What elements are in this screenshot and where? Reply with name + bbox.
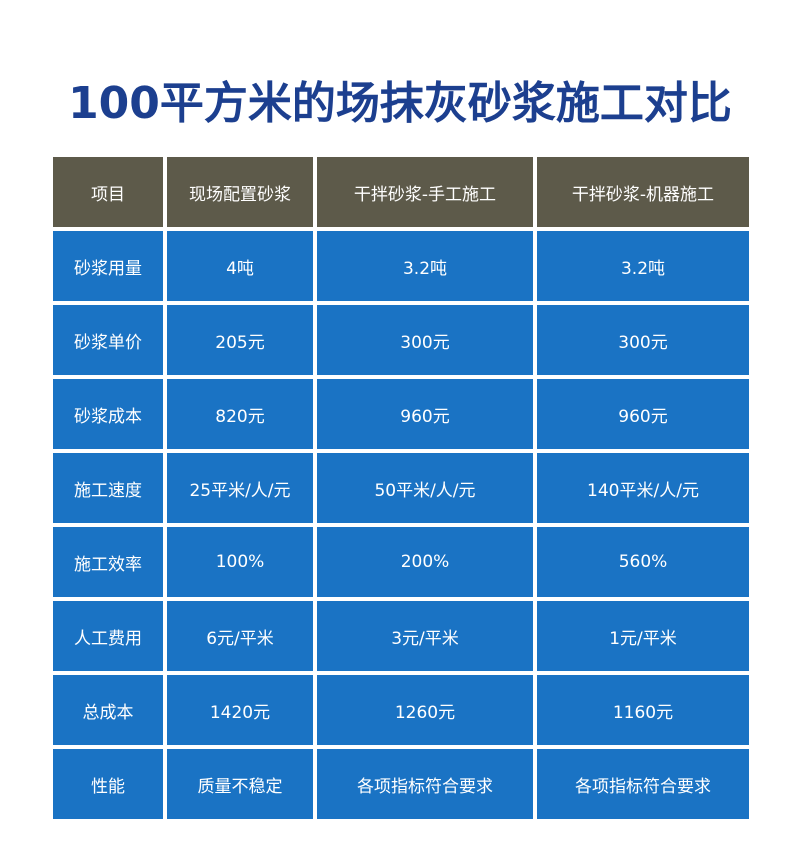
table-header-cell: 现场配置砂浆 xyxy=(167,157,313,227)
row-label-cell: 人工费用 xyxy=(53,601,163,671)
table-cell: 50平米/人/元 xyxy=(317,453,533,523)
table-cell: 1260元 xyxy=(317,675,533,745)
table-cell: 140平米/人/元 xyxy=(537,453,749,523)
table-cell: 820元 xyxy=(167,379,313,449)
table-cell: 100% xyxy=(167,527,313,597)
table-cell: 200% xyxy=(317,527,533,597)
table-cell: 300元 xyxy=(317,305,533,375)
table-cell: 960元 xyxy=(317,379,533,449)
table-cell: 25平米/人/元 xyxy=(167,453,313,523)
table-cell: 3元/平米 xyxy=(317,601,533,671)
table-cell: 560% xyxy=(537,527,749,597)
table-cell: 1160元 xyxy=(537,675,749,745)
row-label-cell: 砂浆成本 xyxy=(53,379,163,449)
table-cell: 质量不稳定 xyxy=(167,749,313,819)
row-label-cell: 施工速度 xyxy=(53,453,163,523)
table-header-cell: 干拌砂浆-手工施工 xyxy=(317,157,533,227)
table-cell: 6元/平米 xyxy=(167,601,313,671)
page-title: 100平方米的场抹灰砂浆施工对比 xyxy=(68,78,732,129)
row-label-cell: 总成本 xyxy=(53,675,163,745)
table-cell: 3.2吨 xyxy=(537,231,749,301)
table-cell: 300元 xyxy=(537,305,749,375)
table-cell: 1元/平米 xyxy=(537,601,749,671)
row-label-cell: 砂浆单价 xyxy=(53,305,163,375)
row-label-cell: 性能 xyxy=(53,749,163,819)
row-label-cell: 施工效率 xyxy=(53,527,163,597)
table-header-cell: 项目 xyxy=(53,157,163,227)
comparison-table: 项目 现场配置砂浆 干拌砂浆-手工施工 干拌砂浆-机器施工 砂浆用量 4吨 3.… xyxy=(53,157,749,819)
table-cell: 1420元 xyxy=(167,675,313,745)
table-cell: 各项指标符合要求 xyxy=(317,749,533,819)
table-cell: 各项指标符合要求 xyxy=(537,749,749,819)
table-cell: 4吨 xyxy=(167,231,313,301)
table-cell: 960元 xyxy=(537,379,749,449)
table-header-cell: 干拌砂浆-机器施工 xyxy=(537,157,749,227)
table-cell: 3.2吨 xyxy=(317,231,533,301)
row-label-cell: 砂浆用量 xyxy=(53,231,163,301)
table-cell: 205元 xyxy=(167,305,313,375)
